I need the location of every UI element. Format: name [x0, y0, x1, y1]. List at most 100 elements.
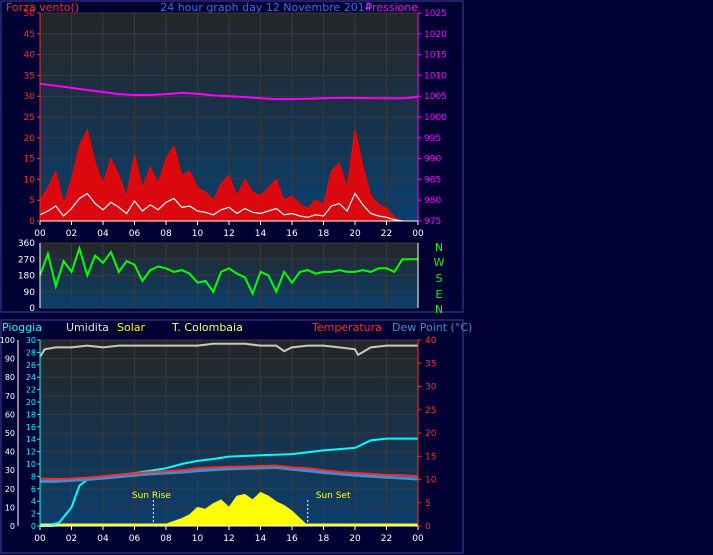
wind-xtick-label: 18 — [318, 229, 330, 239]
humidity-ytick-label: 70 — [5, 392, 15, 401]
wind-xtick-label: 20 — [349, 229, 361, 239]
wind-ytick-label: 20 — [24, 134, 36, 144]
humidity-series — [39, 342, 418, 358]
temp-ytick-label: 25 — [425, 406, 436, 416]
wind-xtick-label: 22 — [381, 229, 392, 239]
wind-gust-series — [39, 127, 403, 222]
wind-ytick-label: 10 — [24, 175, 36, 185]
pressure-series — [39, 82, 419, 101]
rain-ytick-label: 10 — [26, 460, 36, 469]
wind-direction-chart: 0 90 180 270 360 N W S E N — [18, 239, 445, 316]
rain-xtick-label: 02 — [66, 534, 77, 544]
solar-series — [40, 491, 418, 527]
rain-ytick-label: 18 — [26, 410, 36, 419]
legend-dewpoint: Dew Point (°C) — [392, 321, 472, 334]
rain-temp-chart: Sun Rise Sun Set 00 02 04 06 08 10 12 14 16 18 20 22… — [0, 336, 437, 544]
legend-humidity: Umidita — [66, 321, 109, 334]
humidity-ytick-label: 80 — [5, 373, 15, 382]
humidity-ytick-label: 50 — [5, 429, 15, 438]
rain-ytick-label: 4 — [31, 497, 36, 506]
rain-xtick-label: 20 — [349, 534, 361, 544]
wind-xtick-label: 12 — [223, 229, 234, 239]
dewpoint-series — [40, 465, 419, 483]
rain-grid — [39, 339, 419, 527]
rain-axes: 00 02 04 06 08 10 12 14 16 18 20 22 0001020304050607… — [0, 336, 437, 544]
legend-rain: Pioggia — [2, 321, 42, 334]
compass-n-top: N — [435, 241, 443, 254]
wind-xtick-label: 02 — [66, 229, 77, 239]
sun-label: Sun Set — [316, 491, 351, 501]
humidity-ytick-label: 40 — [5, 448, 15, 457]
wind-ytick-label: 40 — [24, 51, 36, 61]
rain-series: Sun Rise Sun Set — [39, 342, 419, 527]
rain-xtick-label: 00 — [34, 534, 46, 544]
wind-ytick-label: 50 — [24, 9, 36, 19]
humidity-ytick-label: 90 — [5, 355, 15, 364]
pressure-ytick-label: 1000 — [424, 113, 447, 123]
rain-xtick-label: 16 — [286, 534, 298, 544]
wind-ytick-label: 35 — [24, 71, 35, 81]
wind-ytick-label: 15 — [24, 155, 35, 165]
rain-ytick-label: 28 — [26, 348, 36, 357]
temp-ytick-label: 35 — [425, 359, 436, 369]
humidity-ytick-label: 10 — [5, 503, 15, 512]
wind-xtick-label: 10 — [192, 229, 204, 239]
direction-ytick-label: 0 — [29, 304, 35, 314]
rain-xtick-label: 10 — [192, 534, 204, 544]
rain-xtick-label: 14 — [255, 534, 267, 544]
direction-ytick-label: 270 — [18, 255, 35, 265]
rain-ytick-label: 22 — [26, 386, 36, 395]
rain-ytick-label: 2 — [31, 510, 36, 519]
humidity-ytick-label: 0 — [10, 522, 15, 531]
wind-axes: 00 02 04 06 08 10 12 14 16 18 20 22 0005101520253035… — [24, 9, 448, 239]
temp-ytick-label: 5 — [425, 499, 431, 509]
pressure-ytick-label: 995 — [424, 134, 441, 144]
wind-xtick-label: 06 — [129, 229, 141, 239]
rain-xtick-label: 04 — [97, 534, 109, 544]
rain-ytick-label: 26 — [26, 361, 36, 370]
wind-ytick-label: 45 — [24, 30, 35, 40]
wind-xtick-label: 16 — [286, 229, 298, 239]
wind-xtick-label: 14 — [255, 229, 267, 239]
pressure-ytick-label: 1010 — [424, 71, 447, 81]
direction-ytick-label: 180 — [18, 272, 35, 282]
rain-ytick-label: 12 — [26, 448, 36, 457]
compass-s: S — [436, 272, 443, 285]
compass-e: E — [436, 288, 443, 301]
humidity-ytick-label: 20 — [5, 485, 15, 494]
wind-ytick-label: 5 — [29, 196, 35, 206]
compass-n-bottom: N — [435, 303, 443, 316]
legend-temperature: Temperatura — [311, 321, 382, 334]
rain-ytick-label: 20 — [26, 398, 36, 407]
temp-ytick-label: 10 — [425, 476, 437, 486]
sun-label: Sun Rise — [132, 491, 171, 501]
temp-ytick-label: 15 — [425, 452, 436, 462]
wind-ytick-label: 25 — [24, 113, 35, 123]
temp-ytick-label: 0 — [425, 522, 431, 532]
temperature-series — [39, 464, 419, 481]
wind-ytick-label: 30 — [24, 92, 36, 102]
rain-xtick-label: 18 — [318, 534, 330, 544]
direction-series — [39, 245, 418, 297]
pressure-ytick-label: 985 — [424, 175, 441, 185]
wind-average-series — [39, 192, 403, 222]
humidity-ytick-label: 30 — [5, 466, 15, 475]
rain-xtick-label: 12 — [223, 534, 234, 544]
direction-axes: 0 90 180 270 360 — [18, 239, 419, 314]
wind-series — [39, 82, 419, 222]
graph-title: 24 hour graph day 12 Novembre 2014 — [160, 1, 372, 14]
rain-ytick-label: 30 — [26, 336, 36, 345]
pressure-ytick-label: 1020 — [424, 30, 447, 40]
pressure-ytick-label: 980 — [424, 196, 441, 206]
wind-xtick-label: 04 — [97, 229, 109, 239]
rain-ytick-label: 14 — [26, 435, 36, 444]
temp-ytick-label: 30 — [425, 383, 437, 393]
pressure-ytick-label: 1015 — [424, 51, 447, 61]
humidity-ytick-label: 100 — [0, 336, 15, 345]
legend-station: T. Colombaia — [171, 321, 243, 334]
rain-ytick-label: 0 — [31, 522, 36, 531]
rain-xtick-label: 22 — [381, 534, 392, 544]
rain-ytick-label: 16 — [26, 423, 36, 432]
humidity-ytick-label: 60 — [5, 410, 15, 419]
